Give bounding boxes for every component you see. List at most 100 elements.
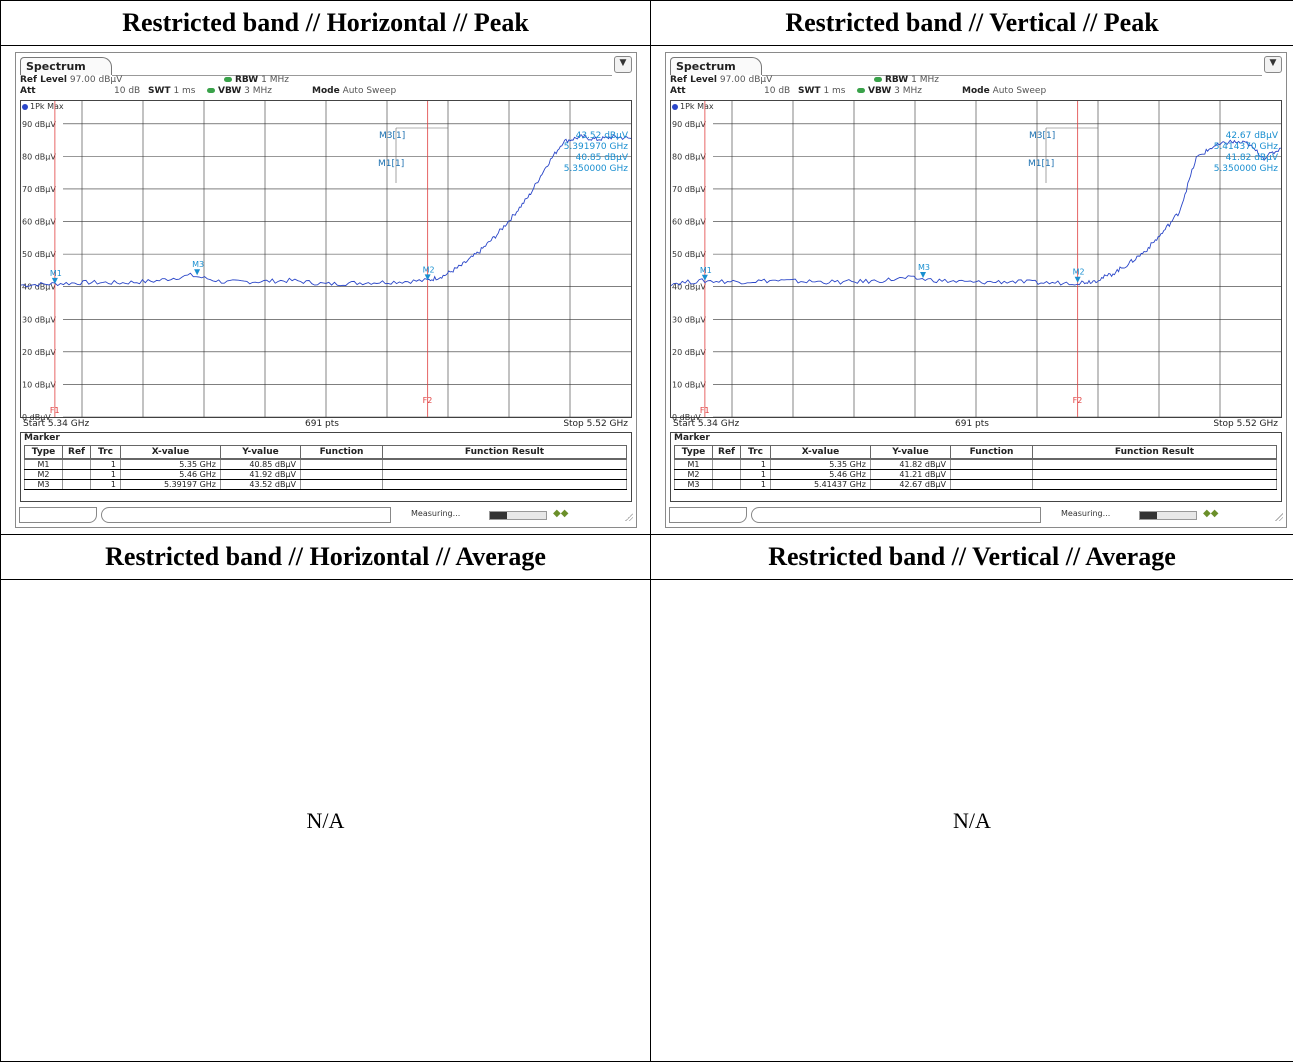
marker-cell [300, 469, 383, 480]
marker-cell: 1 [90, 458, 121, 470]
vertical-average-na: N/A [650, 579, 1293, 1062]
rbw-info: RBW 1 MHz [874, 75, 939, 86]
marker-cell [1032, 469, 1277, 480]
marker-cell [950, 479, 1033, 490]
marker-table: Type Ref Trc X-value Y-value Function Function… [24, 445, 627, 490]
resize-grip-icon[interactable] [1273, 511, 1283, 521]
marker-cell [300, 458, 383, 470]
marker-cell: 5.35 GHz [120, 458, 221, 470]
marker-title: Marker [24, 433, 60, 443]
marker-col-x-value: X-value [770, 445, 871, 460]
marker-cell [62, 469, 91, 480]
status-bar: Measuring... ◆◆ [669, 505, 1283, 525]
marker-cell: M1 [24, 458, 63, 470]
readout-m1-level: 41.82 dBµV [1226, 153, 1279, 163]
marker-label: M1 [700, 266, 712, 275]
swt-info: SWT 1 ms [798, 86, 846, 96]
status-field-message[interactable] [751, 507, 1041, 523]
marker-col-type: Type [24, 445, 63, 460]
marker-table: Type Ref Trc X-value Y-value Function Function… [674, 445, 1277, 490]
start-frequency: Start 5.34 GHz [23, 419, 90, 429]
resize-grip-icon[interactable] [623, 511, 633, 521]
marker-cell: 1 [90, 479, 121, 490]
att-value: 10 dB [764, 86, 791, 96]
toolbar-menu-icon[interactable]: ▼ [614, 56, 632, 73]
stop-frequency: Stop 5.52 GHz [1213, 419, 1278, 429]
att-label: Att [20, 86, 36, 96]
marker-row: M2 1 5.46 GHz 41.92 dBµV [24, 469, 627, 480]
vbw-indicator-icon [857, 88, 865, 93]
marker-cell [1032, 479, 1277, 490]
spectrum-tab[interactable]: Spectrum [20, 57, 112, 75]
y-tick-label: 30 dBµV [672, 315, 706, 324]
spectrum-panel-horizontal: Spectrum ▼ Ref Level 97.00 dBµV Att 10 d… [15, 52, 637, 528]
swt-info: SWT 1 ms [148, 86, 196, 96]
y-tick-label: 20 dBµV [22, 348, 56, 357]
frequency-span: Start 5.34 GHz 691 pts Stop 5.52 GHz [20, 419, 632, 431]
header-vertical-average: Restricted band // Vertical // Average [650, 534, 1293, 580]
marker-col-function: Function [300, 445, 383, 460]
sweep-progress-bar [489, 511, 547, 520]
readout-m1-frequency: 5.350000 GHz [564, 164, 629, 174]
marker-cell: 1 [740, 479, 771, 490]
remote-status-icon: ◆◆ [1203, 508, 1219, 519]
marker-cell [62, 479, 91, 490]
marker-label: M1 [50, 269, 62, 278]
y-tick-label: 90 dBµV [672, 120, 706, 129]
status-field-message[interactable] [101, 507, 391, 523]
sweep-points: 691 pts [305, 419, 339, 429]
marker-col-ref: Ref [712, 445, 741, 460]
plot-area[interactable] [670, 100, 1282, 418]
marker-col-y-value: Y-value [870, 445, 951, 460]
status-bar: Measuring... ◆◆ [19, 505, 633, 525]
marker-title: Marker [674, 433, 710, 443]
marker-table-box: Marker Type Ref Trc X-value Y-value Function F… [20, 432, 632, 502]
marker-cell: 1 [740, 469, 771, 480]
marker-row: M2 1 5.46 GHz 41.21 dBµV [674, 469, 1277, 480]
trace-label: 1Pk Max [22, 102, 64, 111]
status-field-left[interactable] [669, 507, 747, 523]
marker-cell [1032, 458, 1277, 470]
status-field-left[interactable] [19, 507, 97, 523]
spectrum-tab-label: Spectrum [676, 60, 736, 73]
ref-level-info: Ref Level 97.00 dBµV [670, 75, 772, 86]
header-vertical-peak: Restricted band // Vertical // Peak [650, 0, 1293, 46]
ref-level-value: 97.00 dBµV [719, 75, 773, 85]
marker-cell: 40.85 dBµV [220, 458, 301, 470]
marker-cell: 5.35 GHz [770, 458, 871, 470]
header-horizontal-peak: Restricted band // Horizontal // Peak [0, 0, 651, 46]
marker-m1 [701, 274, 708, 281]
marker-cell [300, 479, 383, 490]
marker-cell: 43.52 dBµV [220, 479, 301, 490]
spectrum-tab[interactable]: Spectrum [670, 57, 762, 75]
marker-row: M3 1 5.41437 GHz 42.67 dBµV [674, 479, 1277, 490]
marker-cell: 41.21 dBµV [870, 469, 951, 480]
marker-col-function: Function [950, 445, 1033, 460]
readout-m1-frequency: 5.350000 GHz [1214, 164, 1279, 174]
marker-col-ref: Ref [62, 445, 91, 460]
marker-cell: 1 [740, 458, 771, 470]
marker-cell [62, 458, 91, 470]
marker-cell: 1 [90, 469, 121, 480]
marker-label: M3 [918, 263, 930, 272]
marker-cell: M3 [674, 479, 713, 490]
marker-cell [382, 479, 627, 490]
marker-m2 [1074, 276, 1081, 283]
sweep-points: 691 pts [955, 419, 989, 429]
rbw-indicator-icon [874, 77, 882, 82]
toolbar-menu-icon[interactable]: ▼ [1264, 56, 1282, 73]
marker-col-function-result: Function Result [382, 445, 627, 460]
spectrum-tab-label: Spectrum [26, 60, 86, 73]
sweep-progress-fill [490, 512, 507, 519]
marker-col-x-value: X-value [120, 445, 221, 460]
plot-area[interactable] [20, 100, 632, 418]
y-tick-label: 60 dBµV [22, 218, 56, 227]
marker-label: M3 [192, 260, 204, 269]
spectrum-panel-vertical: Spectrum ▼ Ref Level 97.00 dBµV Att 10 d… [665, 52, 1287, 528]
marker-col-trc: Trc [740, 445, 771, 460]
marker-cell: 5.41437 GHz [770, 479, 871, 490]
marker-cell: 5.46 GHz [120, 469, 221, 480]
readout-m3-frequency: 5.414370 GHz [1214, 142, 1279, 152]
marker-cell: M2 [674, 469, 713, 480]
